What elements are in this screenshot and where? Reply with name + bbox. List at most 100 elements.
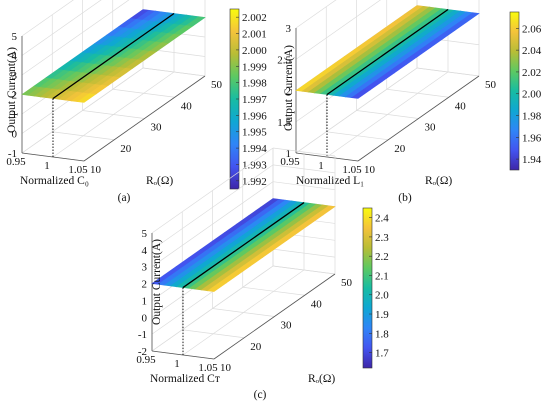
colorbar-gradient bbox=[362, 207, 373, 369]
ticks-c: -2 -1 0 1 2 3 4 5 0.95 1 1.05 10 20 30 40 50 bbox=[136, 228, 352, 374]
colorbar-tick-label: 1.997 bbox=[242, 94, 267, 106]
x-tick-label: 1 bbox=[318, 160, 324, 172]
colorbar-tick-label: 1.7 bbox=[375, 348, 389, 360]
z-tick-label: 0 bbox=[142, 312, 148, 324]
z-tick-label: 4 bbox=[142, 245, 148, 257]
colorbar-tick-label: 1.998 bbox=[242, 78, 267, 90]
surface-cell bbox=[315, 205, 336, 216]
z-tick-label: 2 bbox=[142, 279, 148, 291]
panel-label-a: (a) bbox=[118, 192, 131, 204]
colorbar-tick-label: 2.2 bbox=[375, 251, 389, 263]
y-tick-label: 50 bbox=[485, 79, 497, 91]
y-tick-label: 40 bbox=[311, 298, 323, 310]
z-axis-label-b: Output Current(A) bbox=[283, 45, 295, 131]
y-axis-label-c: Rₒ(Ω) bbox=[308, 373, 335, 385]
y-tick-label: 20 bbox=[394, 143, 406, 155]
z-tick-label: 2 bbox=[286, 86, 292, 98]
x-axis-label-a: Normalized C₀ bbox=[20, 175, 89, 187]
z-tick-label: 4 bbox=[12, 51, 18, 63]
surface-cell bbox=[185, 16, 206, 27]
z-tick-label: -2 bbox=[138, 346, 147, 358]
grid-line bbox=[21, 0, 74, 37]
grid-line bbox=[386, 88, 449, 98]
z-tick-label: 0 bbox=[12, 129, 18, 141]
x-axis-label-b: Normalized L₁ bbox=[296, 175, 364, 187]
surface-a bbox=[21, 9, 206, 157]
colorbar-tick-label: 1.8 bbox=[375, 328, 389, 340]
colorbar-tick-label: 2.000 bbox=[242, 45, 267, 57]
z-tick-label: 5 bbox=[142, 228, 148, 240]
colorbar-tick-label: 2.001 bbox=[242, 29, 267, 41]
panel-label-c: (c) bbox=[254, 389, 267, 401]
surface-c bbox=[151, 198, 336, 355]
grid-line bbox=[52, 131, 115, 141]
panel-label-b: (b) bbox=[398, 192, 412, 204]
grid-line bbox=[295, 0, 337, 29]
y-tick-label: 10 bbox=[364, 164, 376, 176]
colorbar-tick-label: 2.02 bbox=[522, 67, 541, 79]
colorbar-tick-label: 2.04 bbox=[522, 45, 542, 57]
x-tick-label: 1.05 bbox=[198, 362, 218, 374]
y-tick-label: 10 bbox=[90, 164, 102, 176]
grid-line bbox=[242, 286, 305, 296]
z-tick-label: 2 bbox=[12, 90, 18, 102]
axis-line bbox=[213, 273, 336, 360]
x-tick-label: 0.95 bbox=[6, 156, 26, 168]
subplot-a: -1 0 1 2 3 4 5 0.95 1 1.05 10 20 30 40 50 Output Curre… bbox=[6, 0, 267, 204]
axis-line bbox=[295, 152, 359, 162]
z-tick-label: 1 bbox=[12, 109, 18, 121]
colorbar-gradient bbox=[509, 11, 520, 171]
z-tick-label: 1 bbox=[142, 295, 148, 307]
z-axis-label-c: Output Current(A) bbox=[151, 239, 163, 325]
colorbar-a: 1.992 1.993 1.994 1.995 1.996 1.997 1.998 1.999… bbox=[229, 8, 267, 190]
grid-line bbox=[112, 88, 175, 98]
y-tick-label: 50 bbox=[211, 79, 223, 91]
colorbar-tick-label: 1.996 bbox=[242, 110, 267, 122]
colorbar-tick-label: 1.96 bbox=[522, 132, 542, 144]
z-tick-label: 3 bbox=[12, 70, 18, 82]
colorbar-tick-label: 2.0 bbox=[375, 290, 389, 302]
z-tick-label: 2.5 bbox=[277, 54, 291, 66]
x-tick-label: 0.95 bbox=[280, 156, 300, 168]
colorbar-tick-label: 2.1 bbox=[375, 270, 389, 282]
z-tick-label: 1 bbox=[286, 148, 292, 160]
y-tick-label: 40 bbox=[455, 100, 467, 112]
z-tick-label: 3 bbox=[142, 262, 148, 274]
colorbar-tick-label: 2.00 bbox=[522, 89, 542, 101]
nominal-line bbox=[326, 8, 449, 96]
grid-line bbox=[182, 329, 245, 339]
z-tick-label: -1 bbox=[8, 148, 17, 160]
grid-line bbox=[356, 110, 419, 119]
x-axis-label-c: Normalized Cᴛ bbox=[150, 373, 220, 385]
x-tick-label: 1.05 bbox=[68, 164, 88, 176]
y-tick-label: 30 bbox=[281, 320, 293, 332]
y-tick-label: 30 bbox=[151, 122, 163, 134]
y-axis-label-a: Rₒ(Ω) bbox=[146, 175, 173, 187]
grid-line bbox=[82, 110, 145, 119]
y-tick-label: 10 bbox=[220, 362, 232, 374]
colorbar-c: 1.7 1.8 1.9 2.0 2.1 2.2 2.3 2.4 bbox=[362, 207, 389, 369]
y-tick-label: 20 bbox=[250, 341, 262, 353]
nominal-line bbox=[182, 202, 305, 289]
grid-line bbox=[326, 131, 389, 141]
colorbar-tick-label: 1.993 bbox=[242, 159, 267, 171]
x-tick-label: 1 bbox=[174, 358, 180, 370]
z-tick-label: 1.5 bbox=[277, 117, 291, 129]
z-tick-label: 5 bbox=[12, 31, 18, 43]
z-axis-label-a: Output Current(A) bbox=[6, 47, 18, 133]
grid-line bbox=[212, 308, 275, 317]
colorbar-b: 1.94 1.96 1.98 2.00 2.02 2.04 2.06 bbox=[509, 11, 542, 171]
colorbar-tick-label: 2.3 bbox=[375, 232, 389, 244]
colorbar-tick-label: 2.002 bbox=[242, 12, 267, 24]
colorbar-tick-label: 1.999 bbox=[242, 61, 267, 73]
ticks-a: -1 0 1 2 3 4 5 0.95 1 1.05 10 20 30 40 50 bbox=[6, 31, 222, 176]
y-tick-label: 40 bbox=[181, 100, 193, 112]
axis-line bbox=[83, 75, 206, 162]
x-tick-label: 0.95 bbox=[136, 354, 156, 366]
colorbar-tick-label: 1.994 bbox=[242, 143, 267, 155]
y-axis-label-b: Rₒ(Ω) bbox=[425, 175, 452, 187]
axis-line bbox=[357, 75, 480, 162]
colorbar-tick-label: 2.4 bbox=[375, 213, 389, 225]
